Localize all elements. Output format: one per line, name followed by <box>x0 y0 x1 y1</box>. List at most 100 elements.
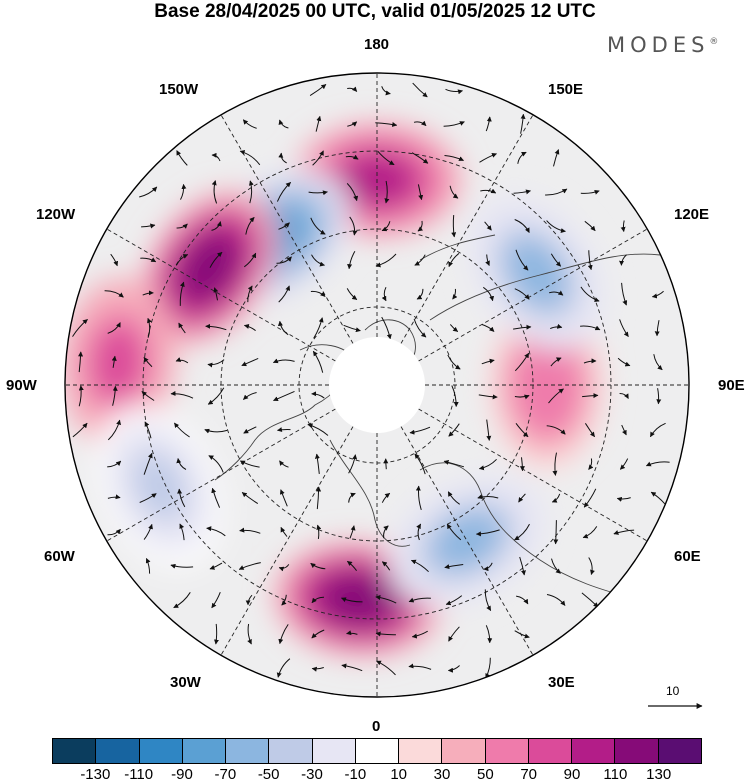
wind-arrow <box>176 150 188 166</box>
wind-arrow <box>375 631 396 637</box>
wind-arrow <box>452 288 458 300</box>
wind-arrow <box>588 557 595 575</box>
wind-arrow <box>239 527 261 534</box>
wind-arrow <box>211 592 221 609</box>
wind-arrow <box>483 562 493 572</box>
anomaly-blob <box>507 239 567 307</box>
colorbar-segment <box>53 739 97 763</box>
lon-label-90e: 90E <box>718 377 745 394</box>
colorbar-tick-label: -130 <box>80 766 111 783</box>
wind-arrow <box>107 528 121 536</box>
wind-arrow <box>619 319 629 338</box>
wind-arrow <box>445 595 463 606</box>
wind-arrow <box>347 121 358 127</box>
wind-arrow <box>654 320 660 337</box>
wind-arrow <box>514 523 530 541</box>
wind-arrow <box>245 217 255 235</box>
meridian-line <box>106 408 336 542</box>
wind-arrow <box>72 422 88 438</box>
wind-arrow <box>649 422 666 438</box>
wind-arrow <box>485 116 492 132</box>
wind-arrow <box>175 357 189 364</box>
colorbar-tick-label: 90 <box>563 766 581 783</box>
wind-arrow <box>278 222 290 230</box>
wind-arrow <box>278 624 289 645</box>
wind-arrow <box>513 189 531 195</box>
wind-arrow <box>179 523 185 541</box>
wind-arrow <box>548 290 564 296</box>
wind-arrow <box>141 223 156 229</box>
wind-arrow <box>313 317 324 339</box>
wind-arrow <box>178 322 186 334</box>
wind-arrow <box>451 385 459 407</box>
wind-arrow <box>446 523 462 541</box>
lon-label-150w: 150W <box>159 81 199 98</box>
wind-arrow <box>175 254 189 266</box>
wind-arrow <box>348 454 358 474</box>
wind-arrow <box>239 150 261 166</box>
wind-arrow <box>515 249 529 271</box>
wind-arrow <box>279 489 288 507</box>
wind-arrow <box>179 281 185 306</box>
wind-arrow <box>315 115 322 132</box>
colorbar-tick-label: -50 <box>257 766 280 783</box>
polar-map <box>64 72 703 709</box>
wind-arrow <box>141 391 155 401</box>
wind-arrow <box>310 217 326 235</box>
wind-arrow <box>447 491 460 505</box>
wind-arrow <box>451 215 457 238</box>
wind-arrow <box>147 317 152 338</box>
wind-arrow <box>347 560 358 571</box>
wind-arrow <box>277 427 291 433</box>
wind-arrow <box>475 529 500 537</box>
wind-arrow <box>211 180 218 204</box>
wind-arrow <box>278 564 290 572</box>
wind-arrow <box>513 324 532 330</box>
wind-arrow <box>272 358 295 364</box>
wind-arrow <box>176 223 188 229</box>
wind-arrow <box>278 152 287 164</box>
wind-arrow <box>384 180 390 204</box>
wind-arrow <box>546 594 566 606</box>
wind-arrow <box>78 385 84 407</box>
wind-arrow <box>104 290 124 298</box>
wind-arrow <box>276 182 291 202</box>
wind-arrow <box>347 251 356 270</box>
wind-arrow <box>553 149 560 167</box>
wind-arrow <box>383 458 389 470</box>
wind-arrow <box>479 153 497 163</box>
wind-arrow <box>173 592 191 609</box>
wind-arrow <box>449 185 459 199</box>
wind-arrow <box>107 322 121 334</box>
wind-arrow <box>208 455 224 473</box>
wind-arrow <box>247 285 253 303</box>
wind-arrow <box>621 282 628 306</box>
wind-arrow <box>621 424 627 436</box>
colorbar-tick-label: 70 <box>520 766 537 783</box>
wind-arrow <box>584 220 596 232</box>
wind-arrow <box>650 491 666 505</box>
wind-arrow <box>310 562 326 570</box>
wind-arrow <box>484 589 492 612</box>
wind-arrow <box>278 285 291 303</box>
wind-arrow <box>411 152 429 164</box>
wind-arrow <box>308 190 328 196</box>
wind-arrow <box>72 319 88 337</box>
colorbar-segment <box>312 739 356 763</box>
wind-arrow <box>417 184 424 201</box>
wind-arrow <box>653 354 663 371</box>
wind-arrow <box>381 492 391 503</box>
wind-arrow <box>107 494 121 500</box>
colorbar-segment <box>442 739 486 763</box>
wind-arrow <box>514 288 530 300</box>
lon-label-120e: 120E <box>674 206 710 223</box>
colorbar-segment <box>226 739 270 763</box>
wind-arrow <box>112 385 118 406</box>
wind-arrow <box>177 488 186 508</box>
modes-logo: MODES® <box>607 33 718 57</box>
wind-arrow <box>514 352 530 372</box>
colorbar-tick-label: -110 <box>124 766 154 783</box>
lon-label-150e: 150E <box>548 81 584 98</box>
wind-arrow <box>311 254 325 267</box>
colorbar-tick-label: 50 <box>476 766 494 783</box>
